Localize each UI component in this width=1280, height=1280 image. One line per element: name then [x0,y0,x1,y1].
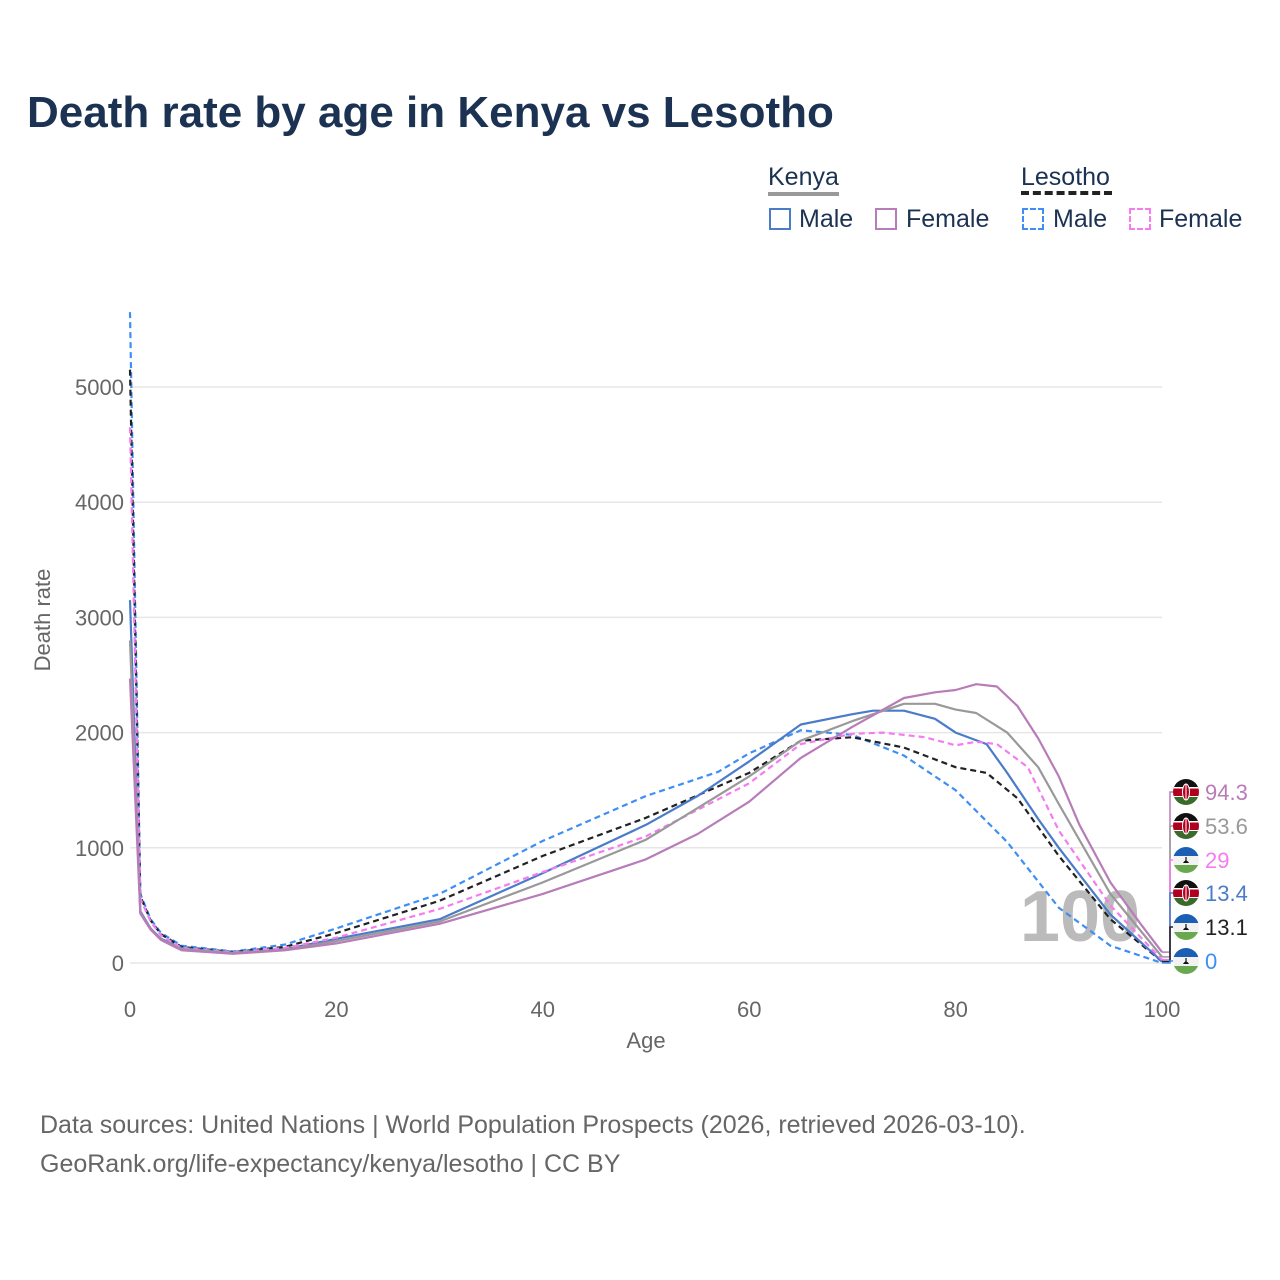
legend-kenya-line [768,192,839,196]
x-tick-label: 0 [124,997,136,1022]
x-tick-label: 80 [943,997,967,1022]
y-tick-label: 4000 [75,490,124,515]
y-axis-label: Death rate [30,569,55,672]
y-tick-label: 3000 [75,605,124,630]
end-value-label: 53.6 [1205,814,1248,839]
legend-lesotho-male[interactable]: Male [1053,205,1108,233]
end-value-label: 94.3 [1205,780,1248,805]
kenya-flag-icon [1173,813,1199,839]
legend-group-lesotho[interactable]: Lesotho [1021,163,1110,191]
kenya-flag-icon [1173,880,1199,906]
y-tick-label: 2000 [75,721,124,746]
current-age-watermark: 100 [1020,877,1140,957]
end-value-label: 13.1 [1205,915,1248,940]
y-tick-label: 1000 [75,836,124,861]
kenya-flag-icon [1173,779,1199,805]
y-tick-label: 0 [112,951,124,976]
page-title: Death rate by age in Kenya vs Lesotho [27,88,834,137]
end-value-label: 0 [1205,949,1217,974]
legend-lesotho-line [1021,191,1112,195]
series-line-kenya-female[interactable] [128,678,1163,955]
series-line-lesotho[interactable] [128,369,1163,963]
legend-lesotho-female[interactable]: Female [1159,205,1243,233]
series-line-kenya[interactable] [128,640,1163,958]
lesotho-flag-icon [1173,948,1199,974]
x-tick-label: 60 [737,997,761,1022]
legend-lesotho-male-swatch[interactable] [1022,208,1044,230]
legend-group-kenya[interactable]: Kenya [768,163,839,191]
legend-lesotho-female-swatch[interactable] [1129,208,1151,230]
legend-kenya-female[interactable]: Female [906,205,990,233]
end-value-label: 29 [1205,848,1229,873]
y-tick-label: 5000 [75,375,124,400]
legend-kenya-male-swatch[interactable] [769,208,791,230]
lesotho-flag-icon [1173,914,1199,940]
x-tick-label: 40 [531,997,555,1022]
legend-kenya-male[interactable]: Male [799,205,854,233]
source-note: Data sources: United Nations | World Pop… [40,1106,1026,1184]
source-line-2[interactable]: GeoRank.org/life-expectancy/kenya/lesoth… [40,1150,621,1178]
series-line-lesotho-male[interactable] [128,312,1163,965]
series-line-lesotho-female[interactable] [128,427,1163,961]
end-value-label: 13.4 [1205,881,1248,906]
x-tick-label: 20 [324,997,348,1022]
x-axis-label: Age [626,1028,665,1053]
end-label-connector [1162,859,1176,961]
lesotho-flag-icon [1173,847,1199,873]
legend-kenya-female-swatch[interactable] [875,208,897,230]
series-line-kenya-male[interactable] [128,600,1163,963]
source-line-1: Data sources: United Nations | World Pop… [40,1111,1026,1139]
x-tick-label: 100 [1144,997,1181,1022]
